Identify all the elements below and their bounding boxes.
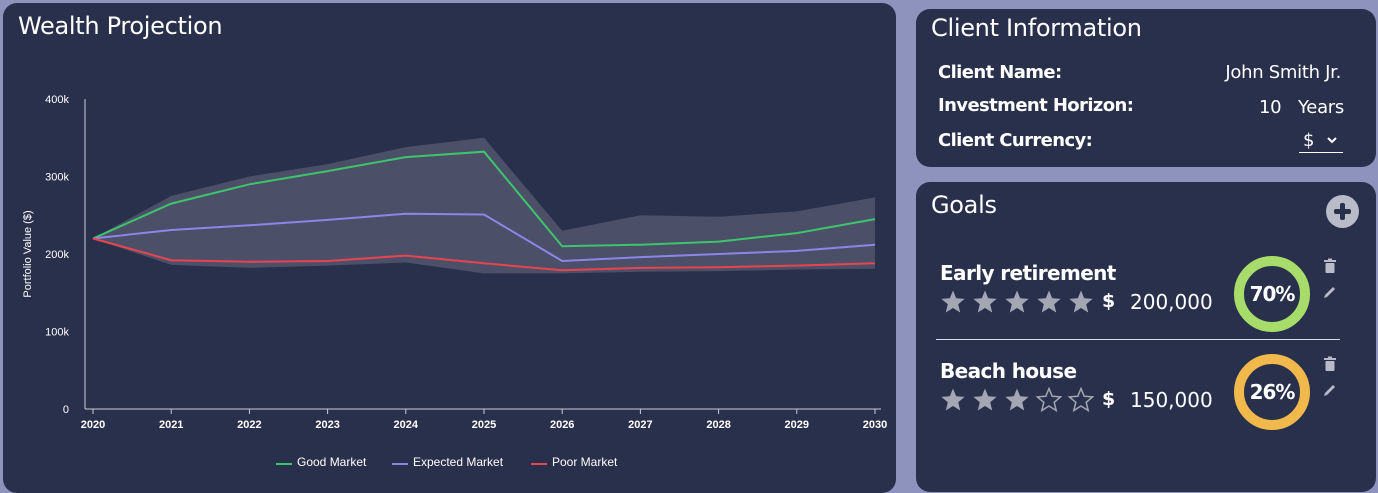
x-tick-label: 2025 [472,419,496,431]
legend-label-expected: Expected Market [413,455,504,469]
add-goal-button[interactable] [1326,195,1359,228]
goal-name: Beach house [940,359,1077,383]
chevron-down-icon [1327,137,1337,144]
x-tick-label: 2024 [394,419,419,431]
goal-currency: $ [1102,290,1116,312]
x-tick-label: 2023 [315,419,339,431]
edit-icon[interactable] [1322,382,1338,398]
goal-progress-ring [1234,256,1310,332]
goal-progress-label: 26% [1249,380,1296,404]
good-market-line[interactable] [92,150,876,248]
investment-horizon-input[interactable]: 10 [1259,97,1282,118]
client-name-value[interactable]: John Smith Jr. [1225,62,1341,83]
goal-amount: 150,000 [1130,388,1213,412]
x-tick-label: 2029 [785,419,809,431]
client-information-panel: Client Information Client Name: John Smi… [916,9,1376,167]
y-tick-label: 300k [45,172,69,184]
star-filled-icon[interactable] [1068,289,1094,315]
edit-icon[interactable] [1322,284,1338,300]
x-tick-label: 2030 [863,419,887,431]
y-tick-label: 100k [45,327,69,339]
client-info-title: Client Information [931,14,1142,42]
x-tick-label: 2022 [237,419,261,431]
currency-selected-value: $ [1303,130,1315,151]
star-filled-icon[interactable] [972,289,998,315]
goal-amount: 200,000 [1130,290,1213,314]
star-filled-icon[interactable] [940,387,966,413]
goal-name: Early retirement [940,261,1116,285]
investment-horizon-unit: Years [1298,97,1344,118]
goal-divider [936,339,1340,340]
legend-swatch-good [276,463,292,465]
goal-progress-label: 70% [1249,282,1296,306]
client-currency-label: Client Currency: [938,130,1093,151]
goal-currency: $ [1102,388,1116,410]
star-filled-icon[interactable] [1036,289,1062,315]
y-tick-label: 200k [45,249,69,261]
x-tick-label: 2020 [81,419,105,431]
star-filled-icon[interactable] [972,387,998,413]
wealth-projection-chart: 0 100k 200k 300k 400k Portfolio Value ($) 2020… [22,94,887,431]
x-tick-label: 2021 [159,419,183,431]
poor-market-line[interactable] [92,237,876,272]
star-filled-icon[interactable] [1004,387,1030,413]
projection-range-band [93,137,875,274]
legend-label-poor: Poor Market [552,455,618,469]
goal-card-early-retirement: Early retirement $ 200,000 70% [916,248,1376,348]
chart-title: Wealth Projection [18,12,223,40]
goals-title: Goals [931,191,997,219]
expected-market-line[interactable] [92,212,876,263]
x-tick-label: 2027 [628,419,652,431]
progress-ring-arc [1234,256,1310,332]
star-outline-icon[interactable] [1036,387,1062,413]
legend-label-good: Good Market [297,455,367,469]
currency-select[interactable]: $ [1299,130,1343,153]
y-tick-label: 400k [45,94,69,106]
goals-panel: Goals Early retirement $ 200,000 70% Bea… [916,182,1376,492]
y-tick-label: 0 [63,404,69,416]
legend-swatch-poor [531,463,547,465]
goal-progress-ring [1234,354,1310,430]
star-outline-icon[interactable] [1068,387,1094,413]
progress-ring-arc [1234,354,1310,430]
client-name-label: Client Name: [938,62,1062,83]
y-axis-label: Portfolio Value ($) [22,210,34,297]
delete-icon[interactable] [1322,356,1338,372]
star-filled-icon[interactable] [940,289,966,315]
investment-horizon-label: Investment Horizon: [938,95,1134,116]
star-filled-icon[interactable] [1004,289,1030,315]
goal-card-beach-house: Beach house $ 150,000 26% [916,346,1376,446]
x-tick-label: 2028 [706,419,730,431]
delete-icon[interactable] [1322,258,1338,274]
x-tick-label: 2026 [550,419,574,431]
legend-swatch-expected [392,463,408,465]
wealth-projection-panel: Wealth Projection 0 100k 200k 300k 400k Portf… [3,3,896,493]
